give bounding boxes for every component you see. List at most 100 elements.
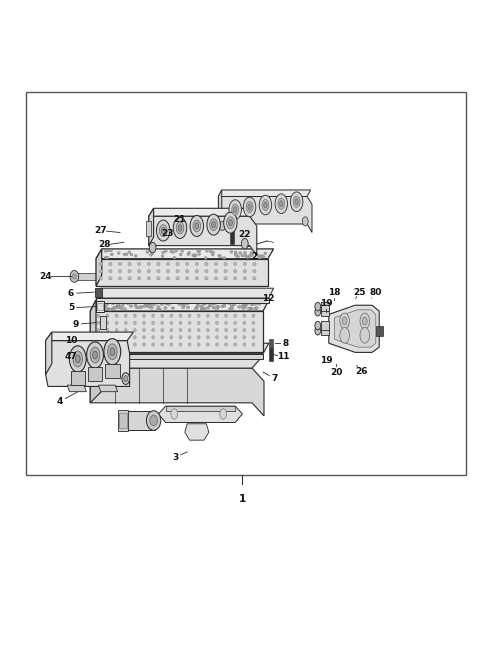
Bar [95,288,102,297]
Text: 10: 10 [65,336,77,345]
Ellipse shape [113,306,117,309]
Ellipse shape [196,305,200,307]
Ellipse shape [86,342,104,368]
Ellipse shape [159,225,167,236]
Ellipse shape [198,249,201,252]
Ellipse shape [225,335,228,339]
Ellipse shape [108,344,117,360]
Ellipse shape [195,270,199,272]
Text: 28: 28 [98,240,111,250]
Ellipse shape [200,305,204,307]
Ellipse shape [207,301,211,303]
Ellipse shape [108,263,112,266]
Ellipse shape [228,219,232,226]
Ellipse shape [262,199,269,211]
Ellipse shape [176,263,180,266]
Ellipse shape [156,309,159,311]
Text: 20: 20 [330,367,342,377]
Ellipse shape [185,263,189,266]
Ellipse shape [242,305,246,307]
Ellipse shape [302,217,308,226]
Ellipse shape [124,329,127,331]
Ellipse shape [161,335,164,339]
Ellipse shape [133,343,136,346]
Ellipse shape [156,277,160,280]
Ellipse shape [249,307,252,310]
Polygon shape [90,300,269,311]
Polygon shape [149,216,257,255]
Text: 3: 3 [172,453,179,462]
Polygon shape [88,367,102,381]
Ellipse shape [161,314,164,317]
Text: 22: 22 [239,230,251,239]
Text: 12: 12 [262,293,274,303]
Ellipse shape [234,314,237,317]
Ellipse shape [161,255,164,257]
Ellipse shape [252,314,255,317]
Ellipse shape [164,250,167,252]
Ellipse shape [234,343,237,346]
Polygon shape [98,385,118,392]
Ellipse shape [99,263,103,266]
Text: 26: 26 [356,367,368,376]
Ellipse shape [204,257,207,259]
Polygon shape [71,371,85,385]
Ellipse shape [200,307,204,310]
Polygon shape [67,385,86,392]
Ellipse shape [152,314,155,317]
Ellipse shape [362,317,367,325]
Ellipse shape [197,314,200,317]
Ellipse shape [216,314,218,317]
Ellipse shape [147,270,151,272]
Ellipse shape [250,252,253,254]
Polygon shape [321,302,329,311]
Ellipse shape [124,314,127,317]
Ellipse shape [202,301,205,304]
Ellipse shape [152,322,155,325]
Text: 25: 25 [353,288,365,297]
Ellipse shape [198,253,201,255]
Polygon shape [321,307,329,316]
Ellipse shape [123,253,126,255]
Ellipse shape [197,329,200,331]
Ellipse shape [225,322,228,325]
Ellipse shape [248,204,252,210]
Polygon shape [90,300,96,352]
Ellipse shape [134,301,137,304]
Ellipse shape [99,270,103,272]
Ellipse shape [229,200,241,219]
Ellipse shape [221,305,224,308]
Polygon shape [46,332,52,375]
Ellipse shape [197,302,200,305]
Ellipse shape [116,307,120,309]
Ellipse shape [170,329,173,331]
Polygon shape [90,368,264,416]
Ellipse shape [251,254,253,257]
Ellipse shape [204,277,208,280]
Polygon shape [321,321,329,330]
Ellipse shape [279,201,283,207]
Polygon shape [166,406,235,411]
Ellipse shape [149,301,152,304]
Text: 1: 1 [239,494,246,504]
Ellipse shape [243,252,246,254]
Ellipse shape [262,255,265,258]
Polygon shape [321,326,329,335]
Bar [376,326,383,336]
Ellipse shape [227,217,234,229]
Polygon shape [90,343,269,354]
Text: 19: 19 [320,299,333,309]
Ellipse shape [128,270,132,272]
Ellipse shape [185,270,189,272]
Ellipse shape [111,307,115,310]
Polygon shape [218,190,222,224]
Polygon shape [46,332,133,341]
Ellipse shape [112,308,115,310]
Ellipse shape [158,308,161,310]
Ellipse shape [171,307,175,309]
Ellipse shape [186,306,190,309]
Ellipse shape [206,343,209,346]
Ellipse shape [216,322,218,325]
Ellipse shape [93,351,97,359]
Ellipse shape [185,277,189,280]
